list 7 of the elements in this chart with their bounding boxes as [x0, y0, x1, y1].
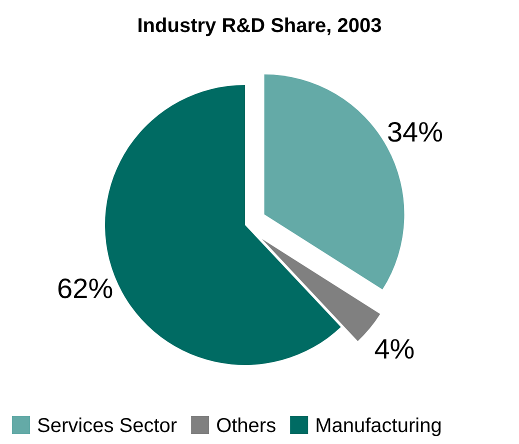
legend-label: Services Sector — [37, 415, 178, 437]
data-label: 4% — [374, 333, 415, 364]
legend-label: Others — [216, 415, 276, 437]
legend-label: Manufacturing — [315, 415, 442, 437]
chart-title: Industry R&D Share, 2003 — [137, 15, 382, 37]
data-label: 34% — [386, 116, 444, 148]
data-label: 62% — [57, 273, 114, 304]
